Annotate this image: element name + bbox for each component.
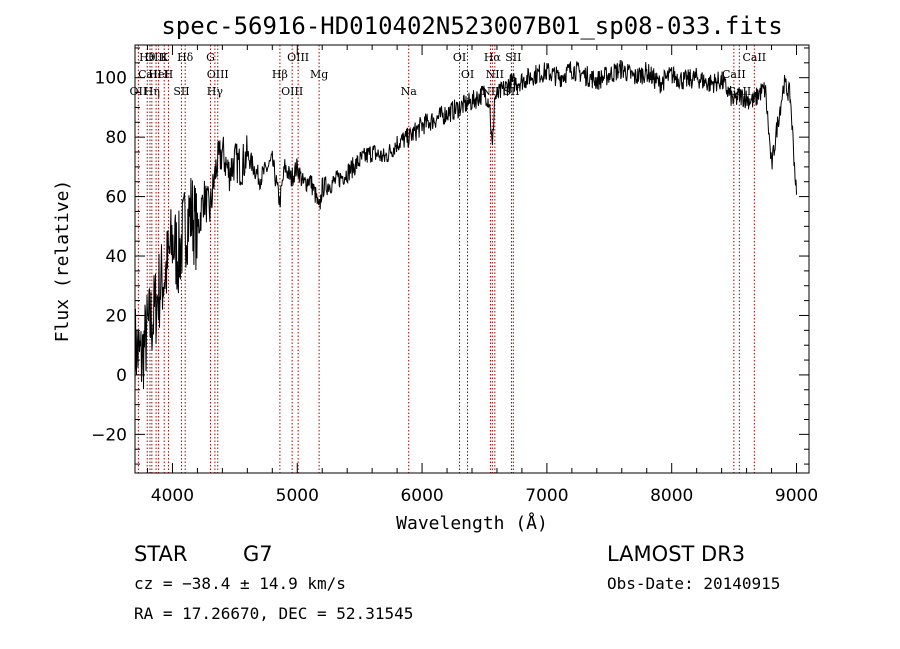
spectral-line-label: SII <box>173 85 189 98</box>
x-tick-label: 9000 <box>775 486 818 506</box>
spectral-line-label: CaII <box>722 68 746 81</box>
y-tick-label: 20 <box>105 306 127 326</box>
spectral-line-label: NII <box>481 85 499 98</box>
spectral-lines-layer <box>137 45 755 473</box>
axis-tick-labels: 4000 5000 6000 7000 8000 9000 −20 0 20 40 60 80 100 <box>91 69 818 506</box>
spectral-line-label: Hγ <box>207 85 224 98</box>
chart-title: spec-56916-HD010402N523007B01_sp08-033.f… <box>161 12 782 40</box>
y-axis-label: Flux (relative) <box>52 180 73 343</box>
spectral-line-label: CaII <box>742 51 766 64</box>
spectral-line-label: Mg <box>310 68 328 81</box>
spectral-line-label: K <box>160 51 169 64</box>
x-tick-label: 4000 <box>151 486 194 506</box>
spectral-line-label: HeI <box>148 68 168 81</box>
obs-date-text: Obs-Date: 20140915 <box>607 574 780 593</box>
spectral-line-label: OII <box>130 85 148 98</box>
spectral-line-label: H <box>164 68 174 81</box>
y-tick-label: −20 <box>91 425 127 445</box>
x-tick-label: 8000 <box>650 486 693 506</box>
spectral-line-label: SII <box>503 85 519 98</box>
x-tick-label: 5000 <box>276 486 319 506</box>
x-tick-label: 7000 <box>525 486 568 506</box>
y-tick-label: 100 <box>95 69 127 89</box>
redshift-text: cz = −38.4 ± 14.9 km/s <box>134 574 346 593</box>
spectral-line-label: G <box>206 51 215 64</box>
axis-ticks <box>135 45 809 473</box>
spectral-line-label: OI <box>461 68 474 81</box>
spectral-line-label: Na <box>401 85 418 98</box>
spectral-line-label: CaII <box>728 85 752 98</box>
x-axis-label: Wavelength (Å) <box>396 512 548 534</box>
spectral-line-label: Hη <box>144 85 160 98</box>
spectral-line-label: OIII <box>207 68 229 81</box>
spectrum-series-line <box>134 59 797 390</box>
spectral-line-label: OI <box>453 51 466 64</box>
x-tick-label: 6000 <box>400 486 443 506</box>
y-tick-label: 40 <box>105 247 127 267</box>
spectral-line-label: Hθ <box>139 51 156 64</box>
survey-label: LAMOST DR3 <box>607 542 745 566</box>
spectral-line-label: NII <box>486 68 504 81</box>
spectral-line-labels: Hθ CaII OII OIII HeI Hη KH SII Hδ OIII Hγ G Hβ OIII OI… <box>130 51 767 98</box>
spectral-line-label: CaII <box>138 68 162 81</box>
y-tick-label: 80 <box>105 128 127 148</box>
subclass-label: G7 <box>243 542 273 566</box>
spectral-line-label: OIII <box>287 51 309 64</box>
object-type-label: STAR <box>134 542 187 566</box>
spectral-line-label: Hβ <box>272 68 288 81</box>
spectral-line-label: Hα <box>484 51 502 64</box>
spectral-line-label: SII <box>505 51 521 64</box>
y-tick-label: 60 <box>105 188 127 208</box>
spectral-line-label: OIII <box>281 85 303 98</box>
spectral-line-label: OIII <box>145 51 167 64</box>
coordinates-text: RA = 17.26670, DEC = 52.31545 <box>134 604 413 623</box>
y-tick-label: 0 <box>116 366 127 386</box>
plot-frame <box>134 44 810 474</box>
spectral-line-label: Hδ <box>177 51 194 64</box>
